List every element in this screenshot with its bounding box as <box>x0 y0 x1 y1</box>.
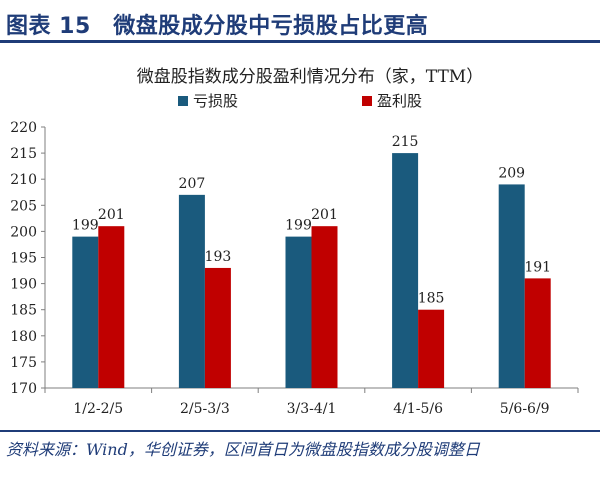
data-label: 215 <box>392 134 419 150</box>
x-tick-label: 3/3-4/1 <box>287 401 337 417</box>
y-tick-label: 170 <box>10 381 37 397</box>
x-tick-label: 2/5-3/3 <box>180 401 230 417</box>
chart-title: 微盘股指数成分股盈利情况分布（家，TTM） <box>137 67 483 87</box>
data-label: 191 <box>524 259 551 275</box>
bar-profit <box>418 309 445 388</box>
data-label: 199 <box>72 218 99 234</box>
legend-label-0: 亏损股 <box>193 92 238 110</box>
y-tick-label: 200 <box>10 224 37 240</box>
data-label: 207 <box>179 176 206 192</box>
legend: 亏损股 盈利股 <box>178 92 422 110</box>
bar-chart: 微盘股指数成分股盈利情况分布（家，TTM） 亏损股 盈利股 170 175 180 18… <box>10 67 579 417</box>
bar-loss <box>178 194 205 388</box>
bars <box>72 153 551 388</box>
source-divider <box>0 430 600 432</box>
bar-loss <box>285 236 312 388</box>
y-tick-label: 175 <box>10 355 37 371</box>
bar-loss <box>392 153 419 388</box>
bar-profit <box>204 267 231 388</box>
bar-loss <box>498 184 525 388</box>
x-axis: 1/2-2/5 2/5-3/3 3/3-4/1 4/1-5/6 5/6-6/9 <box>44 387 579 417</box>
bar-loss <box>72 236 99 388</box>
x-tick-label: 4/1-5/6 <box>393 401 443 417</box>
y-tick-label: 190 <box>10 277 37 293</box>
y-tick-label: 210 <box>10 172 37 188</box>
bar-profit <box>311 226 338 388</box>
legend-swatch-0 <box>178 96 188 106</box>
data-label: 209 <box>498 165 525 181</box>
y-tick-label: 220 <box>10 120 37 136</box>
legend-swatch-1 <box>362 96 372 106</box>
x-tick-label: 5/6-6/9 <box>500 401 550 417</box>
data-label: 199 <box>285 218 312 234</box>
y-tick-label: 215 <box>10 146 37 162</box>
y-tick-label: 180 <box>10 329 37 345</box>
y-tick-label: 205 <box>10 198 37 214</box>
bar-profit <box>98 226 125 388</box>
data-label: 185 <box>418 291 445 307</box>
y-tick-label: 185 <box>10 303 37 319</box>
data-label: 193 <box>205 249 232 265</box>
figure-header: 图表 15 微盘股成分股中亏损股占比更高 <box>0 0 600 40</box>
data-label: 201 <box>98 207 125 223</box>
source-note: 资料来源：Wind，华创证券，区间首日为微盘股指数成分股调整日 <box>6 440 480 459</box>
y-tick-label: 195 <box>10 251 37 267</box>
y-axis: 170 175 180 185 190 195 200 205 210 215 220 <box>10 120 46 397</box>
figure-title: 图表 15 微盘股成分股中亏损股占比更高 <box>6 14 429 39</box>
x-tick-label: 1/2-2/5 <box>73 401 123 417</box>
bar-profit <box>524 278 551 388</box>
data-label: 201 <box>311 207 338 223</box>
title-divider <box>0 40 600 43</box>
legend-label-1: 盈利股 <box>377 92 422 110</box>
